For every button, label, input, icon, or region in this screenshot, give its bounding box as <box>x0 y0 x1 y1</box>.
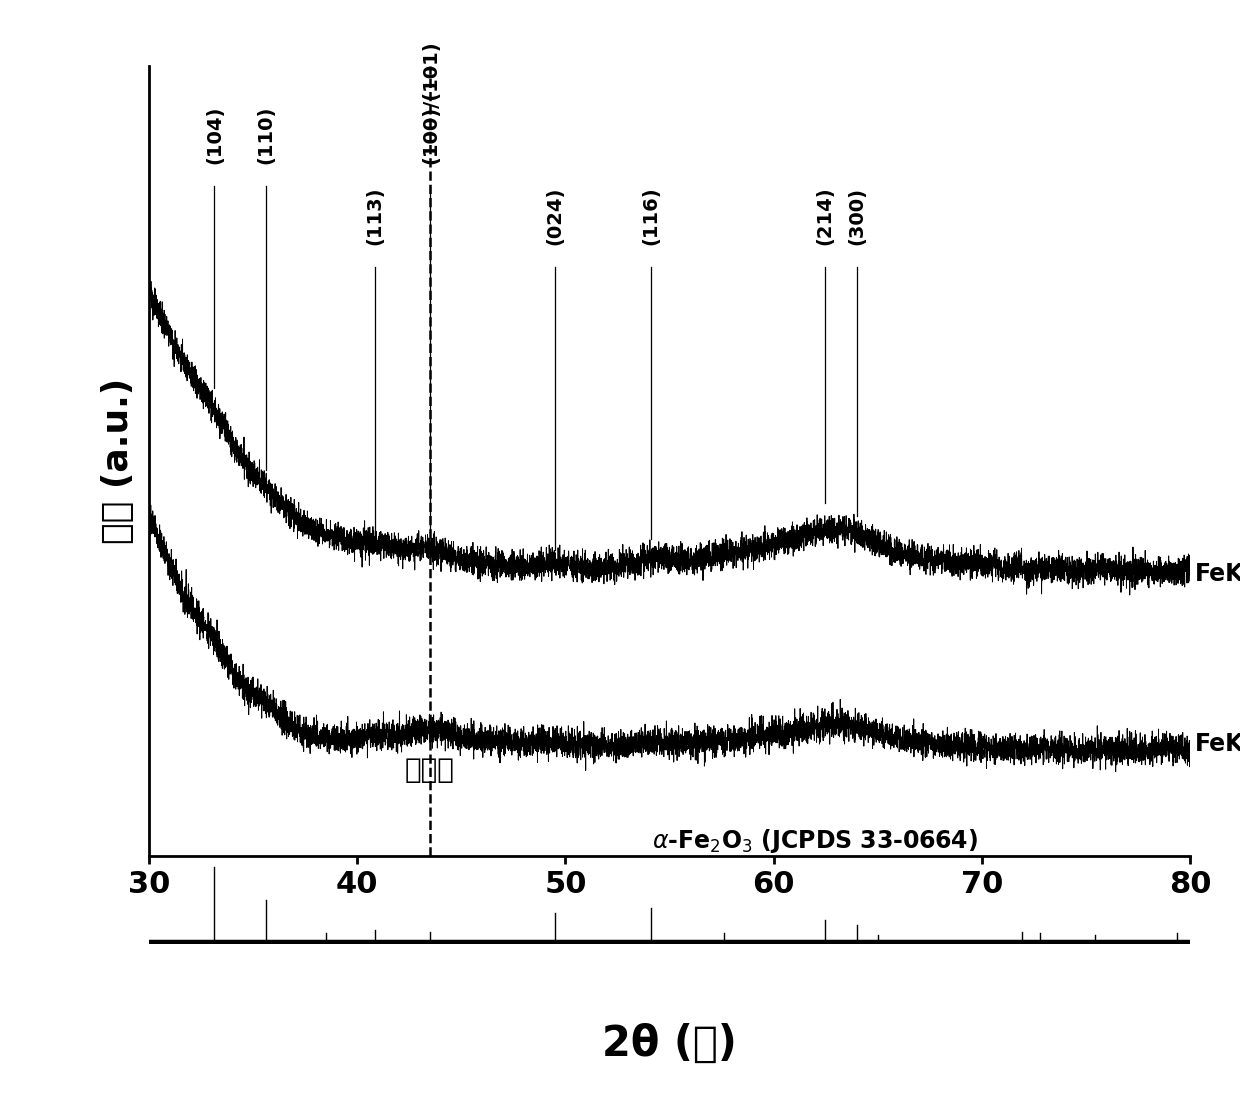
Text: (214): (214) <box>815 187 835 245</box>
Text: $\alpha$-Fe$_2$O$_3$ (JCPDS 33-0664): $\alpha$-Fe$_2$O$_3$ (JCPDS 33-0664) <box>652 827 978 854</box>
Text: 碳载体: 碳载体 <box>405 755 455 784</box>
Text: FeK/MWNTs: FeK/MWNTs <box>1194 731 1240 755</box>
Text: (300): (300) <box>847 188 867 245</box>
Text: (113): (113) <box>366 187 384 245</box>
Text: (024): (024) <box>546 187 564 245</box>
Text: (100)/(101): (100)/(101) <box>420 41 440 165</box>
Text: (116): (116) <box>641 187 660 245</box>
Text: 2θ (度): 2θ (度) <box>603 1023 737 1065</box>
Text: (110): (110) <box>257 105 275 165</box>
Y-axis label: 强度 (a.u.): 强度 (a.u.) <box>100 378 135 545</box>
Text: FeK/SWNTs: FeK/SWNTs <box>1194 561 1240 585</box>
Text: (104): (104) <box>205 105 224 165</box>
